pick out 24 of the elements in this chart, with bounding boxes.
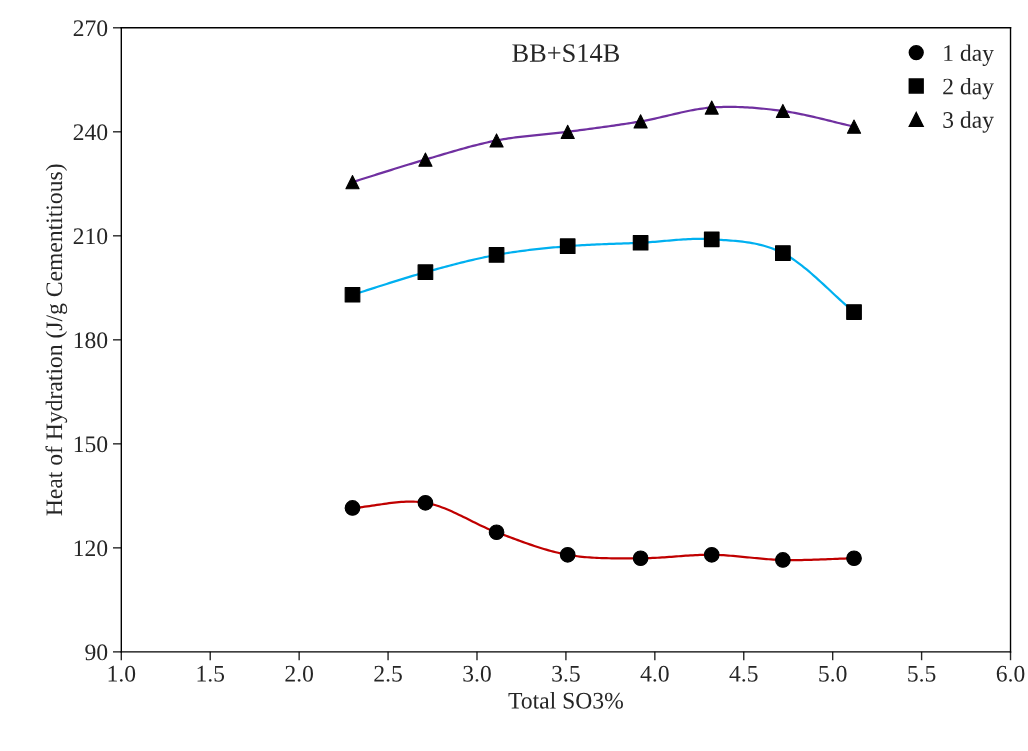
x-tick-label: 5.0 (819, 665, 847, 682)
x-tick-label: 5.5 (908, 665, 936, 682)
y-tick-label: 150 (74, 436, 108, 453)
chart-title: BB+S14B (512, 44, 619, 62)
x-tick-label: 1.0 (108, 665, 136, 682)
legend-label: 1 day (944, 44, 994, 66)
y-tick-label: 240 (73, 124, 108, 141)
x-tick-label: 6.0 (996, 665, 1025, 682)
x-tick-label: 4.0 (640, 665, 669, 682)
x-tick-label: 3.5 (552, 665, 580, 682)
x-axis-title: Total SO3% (508, 692, 623, 709)
y-tick-label: 120 (74, 540, 108, 557)
legend-label: 3 day (943, 111, 994, 133)
x-tick-label: 1.5 (197, 665, 225, 682)
y-axis-title: Heat of Hydration (J/g Cementitious) (45, 164, 68, 516)
y-tick-label: 180 (74, 332, 108, 349)
y-tick-label: 210 (73, 228, 108, 245)
x-tick-label: 2.0 (285, 665, 313, 682)
y-tick-label: 270 (73, 20, 108, 37)
x-tick-label: 2.5 (374, 665, 402, 682)
x-tick-label: 3.0 (463, 665, 491, 682)
y-tick-label: 90 (85, 644, 108, 661)
x-tick-label: 4.5 (729, 665, 758, 682)
legend-label: 2 day (943, 77, 994, 100)
